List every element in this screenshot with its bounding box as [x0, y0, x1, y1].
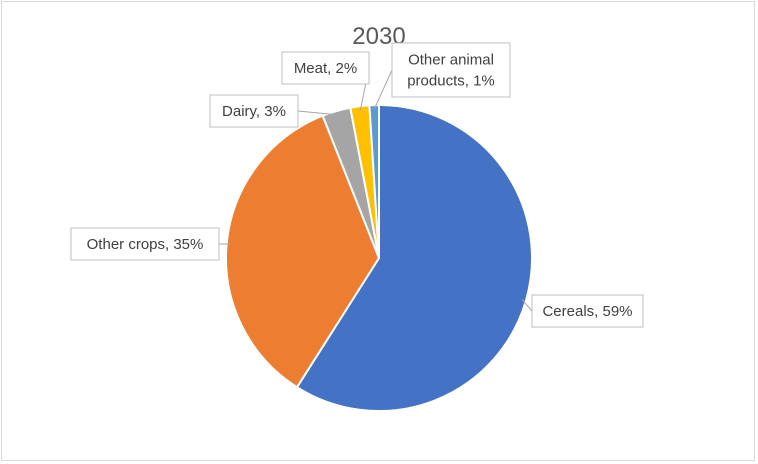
pie-slice-other-animal-products [368, 103, 380, 259]
data-label-text: Other crops, 35% [87, 236, 204, 253]
label-box [70, 227, 220, 261]
data-label-meat: Meat, 2% [281, 51, 370, 85]
data-label-text: Cereals, 59% [542, 303, 632, 320]
data-label-dairy: Dairy, 3% [209, 94, 299, 128]
leader-line [521, 299, 533, 312]
data-label-text: products, 1% [407, 73, 495, 90]
data-label-other-crops: Other crops, 35% [70, 227, 220, 261]
data-label-cereals: Cereals, 59% [531, 294, 644, 328]
pie-slice-cereals [295, 103, 533, 412]
leader-line [297, 110, 338, 116]
data-label-text: Dairy, 3% [222, 103, 286, 120]
data-label-text: Other animal [408, 52, 494, 69]
data-label-text: Meat, 2% [294, 60, 357, 77]
data-labels: Cereals, 59% Other crops, 35% Dairy, 3% Mea… [70, 42, 644, 328]
data-label-other-animal-products: Other animal products, 1% [391, 42, 511, 98]
pie-slices [225, 103, 533, 412]
label-box [391, 42, 511, 98]
label-box [281, 51, 370, 85]
label-box [209, 94, 299, 128]
label-box [531, 294, 644, 328]
leader-lines [218, 67, 533, 312]
leader-line [373, 69, 393, 110]
